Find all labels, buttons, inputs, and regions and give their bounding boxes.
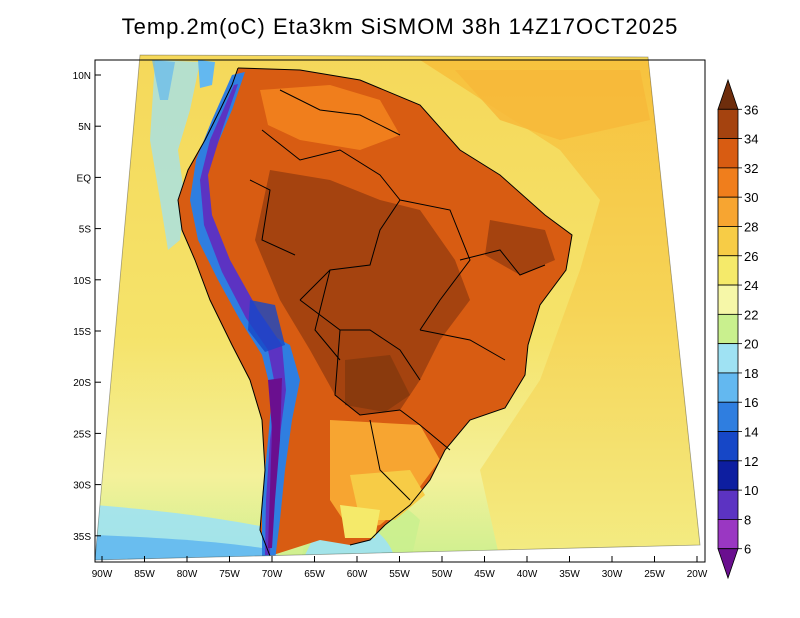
colorbar-box <box>717 167 739 198</box>
lat-label: 35S <box>73 532 91 543</box>
lon-label: 25W <box>644 569 665 580</box>
map-title: Temp.2m(oC) Eta3km SiSMOM 38h 14Z17OCT20… <box>121 14 679 39</box>
lat-label: 5S <box>79 225 92 236</box>
lat-label: 5N <box>78 122 91 133</box>
lon-label: 60W <box>347 569 368 580</box>
colorbar-label: 10 <box>744 483 758 498</box>
colorbar-label: 30 <box>744 190 758 205</box>
colorbar-box <box>717 138 739 169</box>
lon-label: 80W <box>177 569 198 580</box>
colorbar-box <box>717 284 739 315</box>
latitude-axis: 10N 5N EQ 5S 10S 15S 20S 25S 30S 35S <box>73 71 101 543</box>
lon-label: 70W <box>262 569 283 580</box>
lon-label: 40W <box>517 569 538 580</box>
lat-label: 30S <box>73 481 91 492</box>
colorbar-label: 16 <box>744 395 758 410</box>
colorbar-top-arrow <box>717 78 739 110</box>
colorbar-label: 24 <box>744 278 758 293</box>
colorbar-box <box>717 489 739 520</box>
colorbar-box <box>717 108 739 139</box>
lon-label: 35W <box>559 569 580 580</box>
colorbar-label: 34 <box>744 132 758 147</box>
lat-label: 25S <box>73 429 91 440</box>
lon-label: 50W <box>432 569 453 580</box>
lon-label: 75W <box>219 569 240 580</box>
colorbar-label: 32 <box>744 161 758 176</box>
colorbar-box <box>717 255 739 286</box>
longitude-axis: 90W 85W 80W 75W 70W 65W 60W 55W 50W 45W 40W 35W 30W 2… <box>92 556 708 580</box>
lat-label: 10N <box>73 71 91 82</box>
colorbar-label: 18 <box>744 366 758 381</box>
colorbar-label: 6 <box>744 542 751 557</box>
lon-label: 45W <box>474 569 495 580</box>
colorbar-label: 28 <box>744 219 758 234</box>
colorbar-box <box>717 196 739 227</box>
colorbar-label: 12 <box>744 454 758 469</box>
colorbar-box <box>717 519 739 550</box>
lat-label: 20S <box>73 378 91 389</box>
colorbar-bottom-arrow <box>717 548 739 580</box>
colorbar-box <box>717 401 739 432</box>
colorbar-label: 22 <box>744 307 758 322</box>
colorbar-box <box>717 460 739 491</box>
colorbar-label: 26 <box>744 249 758 264</box>
lon-label: 20W <box>687 569 708 580</box>
colorbar-box <box>717 226 739 257</box>
lon-label: 55W <box>389 569 410 580</box>
lat-label: 10S <box>73 276 91 287</box>
colorbar-box <box>717 431 739 462</box>
lat-label: 15S <box>73 327 91 338</box>
lat-label: EQ <box>77 173 92 184</box>
lon-label: 85W <box>134 569 155 580</box>
colorbar-label: 8 <box>744 512 751 527</box>
colorbar-label: 20 <box>744 337 758 352</box>
colorbar-box <box>717 313 739 345</box>
colorbar-box <box>717 343 739 374</box>
colorbar-label: 36 <box>744 102 758 117</box>
colorbar-box <box>717 372 739 403</box>
map-boundaries <box>177 67 573 557</box>
map-field <box>95 55 700 560</box>
colorbar-label: 14 <box>744 425 758 440</box>
lon-label: 65W <box>304 569 325 580</box>
lon-label: 30W <box>602 569 623 580</box>
lon-label: 90W <box>92 569 113 580</box>
